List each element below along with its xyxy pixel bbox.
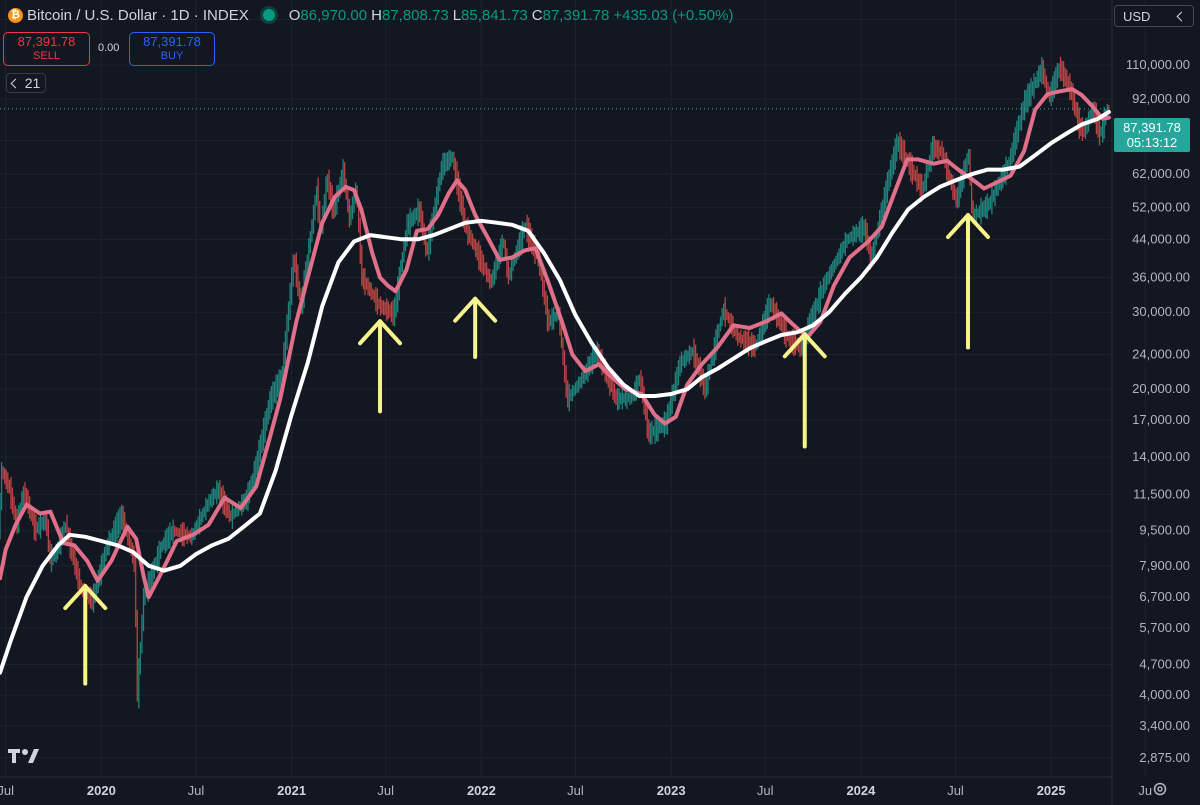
x-tick-label: Jul: [757, 783, 774, 798]
up-arrow-annotation: [782, 332, 827, 449]
y-tick-label: 30,000.00: [1132, 304, 1190, 319]
x-tick-label: Jul: [947, 783, 964, 798]
grid-lines: [0, 0, 1146, 777]
last-price-label: 87,391.78 05:13:12: [1114, 118, 1190, 152]
arrow-head: [945, 213, 990, 240]
y-tick-label: 7,900.00: [1139, 558, 1190, 573]
x-tick-label: Jul: [377, 783, 394, 798]
x-tick-label: 2020: [87, 783, 116, 798]
y-tick-label: 44,000.00: [1132, 231, 1190, 246]
currency-label: USD: [1123, 8, 1151, 24]
ohlc-close-key: C: [531, 6, 543, 24]
slow-moving-average-line: [0, 110, 1111, 675]
up-arrow-annotation: [63, 584, 108, 686]
x-tick-label: Ju: [1138, 783, 1152, 798]
x-tick-label: 2024: [846, 783, 876, 798]
spread-value: 0.00: [98, 42, 120, 54]
y-tick-label: 52,000.00: [1132, 200, 1190, 215]
y-tick-label: 5,700.00: [1139, 620, 1190, 635]
tradingview-logo[interactable]: [8, 744, 40, 770]
x-tick-label: 2023: [657, 783, 686, 798]
arrow-head: [358, 319, 403, 346]
symbol-header: ₿ Bitcoin / U.S. Dollar · 1D · INDEX O 86…: [0, 0, 1112, 30]
annotation-arrows: [63, 213, 990, 686]
indicator-toggle[interactable]: 21: [6, 73, 46, 93]
ohlc-high-value: 87,808.73: [381, 6, 449, 24]
y-tick-label: 2,875.00: [1139, 750, 1190, 765]
arrow-head: [453, 296, 498, 323]
y-tick-label: 36,000.00: [1132, 269, 1190, 284]
market-status-dot: [262, 9, 275, 21]
last-price-value: 87,391.78: [1123, 120, 1181, 135]
ohlc-open-key: O: [288, 6, 301, 24]
bar-countdown: 05:13:12: [1126, 135, 1178, 150]
y-tick-label: 11,500.00: [1133, 486, 1190, 501]
currency-select[interactable]: USD: [1114, 5, 1194, 27]
buy-price: 87,391.78: [143, 34, 201, 49]
x-tick-label: 2025: [1037, 783, 1066, 798]
y-tick-label: 4,000.00: [1139, 687, 1190, 702]
bitcoin-icon: ₿: [8, 7, 23, 23]
ohlc-low-key: L: [452, 6, 462, 24]
sell-price: 87,391.78: [17, 34, 76, 49]
time-axis: Jul 2020 Jul 2021 Jul 2022 Jul 2023 Jul 2024 Jul 20…: [0, 783, 1152, 798]
x-tick-label: 2022: [467, 783, 496, 798]
ohlc-low-value: 85,841.73: [461, 6, 528, 24]
buy-label: BUY: [160, 50, 184, 62]
arrow-head: [782, 332, 827, 359]
x-tick-label: 2021: [277, 783, 306, 798]
ohlc-high-key: H: [371, 6, 382, 24]
chevron-down-icon: [10, 78, 21, 89]
up-arrow-annotation: [358, 319, 403, 414]
price-candles: [0, 56, 1110, 709]
y-tick-label: 62,000.00: [1132, 166, 1190, 181]
y-tick-label: 9,500.00: [1139, 523, 1190, 538]
arrow-head: [63, 584, 108, 611]
moving-averages: [0, 87, 1111, 675]
y-tick-label: 20,000.00: [1132, 381, 1190, 396]
indicator-count: 21: [24, 75, 41, 91]
ohlc-change: +435.03 (+0.50%): [613, 6, 734, 24]
up-arrow-annotation: [453, 296, 498, 359]
symbol-title[interactable]: Bitcoin / U.S. Dollar · 1D · INDEX: [27, 6, 249, 24]
sell-button[interactable]: 87,391.78 SELL: [3, 32, 90, 66]
ohlc-open-value: 86,970.00: [300, 6, 368, 24]
y-tick-label: 24,000.00: [1132, 347, 1190, 362]
y-tick-label: 3,400.00: [1139, 718, 1190, 733]
gear-icon[interactable]: [1150, 779, 1170, 799]
tradingview-logo-mark: [8, 749, 39, 763]
x-tick-label: Jul: [567, 783, 584, 798]
x-tick-label: Jul: [188, 783, 205, 798]
y-tick-label: 6,700.00: [1139, 589, 1190, 604]
y-tick-label: 110,000.00: [1126, 57, 1190, 72]
y-tick-label: 92,000.00: [1132, 91, 1190, 106]
fast-moving-average-line: [0, 87, 1111, 600]
gear-icon-glyph: [1153, 782, 1167, 796]
buy-button[interactable]: 87,391.78 BUY: [129, 32, 215, 66]
chevron-down-icon: [1176, 11, 1187, 22]
y-tick-label: 4,700.00: [1139, 656, 1190, 671]
y-tick-label: 17,000.00: [1132, 412, 1190, 427]
ohlc-close-value: 87,391.78: [542, 6, 610, 24]
sell-label: SELL: [33, 50, 60, 62]
y-tick-label: 14,000.00: [1132, 449, 1190, 464]
x-tick-label: Jul: [0, 783, 14, 798]
up-arrow-annotation: [945, 213, 990, 350]
